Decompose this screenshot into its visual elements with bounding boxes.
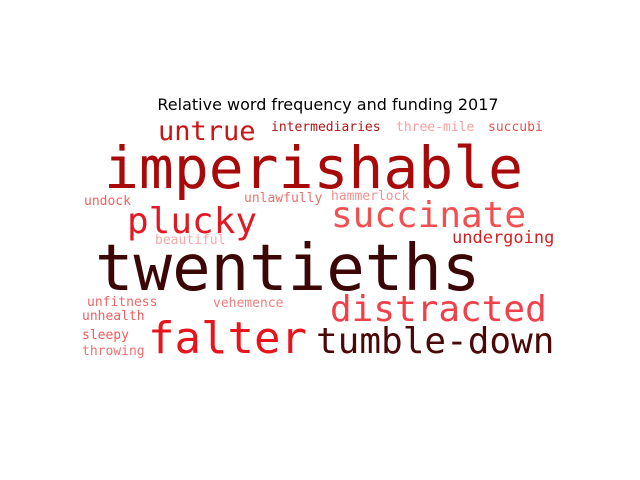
word-falter: falter: [148, 313, 307, 364]
word-succinate: succinate: [331, 195, 526, 236]
word-unfitness: unfitness: [87, 295, 157, 310]
word-imperishable: imperishable: [104, 134, 523, 202]
chart-title: Relative word frequency and funding 2017: [157, 95, 498, 114]
word-beautiful: beautiful: [155, 233, 225, 248]
word-unhealth: unhealth: [82, 309, 145, 324]
word-cloud: twentieths imperishable falter tumble-downd…: [82, 116, 554, 364]
word-undock: undock: [84, 194, 131, 209]
word-throwing: throwing: [82, 344, 145, 359]
word-sleepy: sleepy: [82, 328, 129, 343]
word-three-mile: three-mile: [396, 120, 474, 135]
word-plucky: plucky: [127, 201, 257, 242]
word-untrue: untrue: [158, 116, 256, 147]
word-vehemence: vehemence: [213, 296, 284, 311]
word-twentieths: twentieths: [95, 232, 480, 306]
word-succubi: succubi: [488, 120, 543, 135]
word-tumble-down: tumble-down: [316, 321, 554, 362]
word-undergoing: undergoing: [452, 228, 554, 248]
word-distracted: distracted: [330, 289, 547, 330]
word-intermediaries: intermediaries: [271, 120, 381, 135]
word-hammerlock: hammerlock: [331, 189, 409, 204]
word-unlawfully: unlawfully: [244, 191, 322, 206]
